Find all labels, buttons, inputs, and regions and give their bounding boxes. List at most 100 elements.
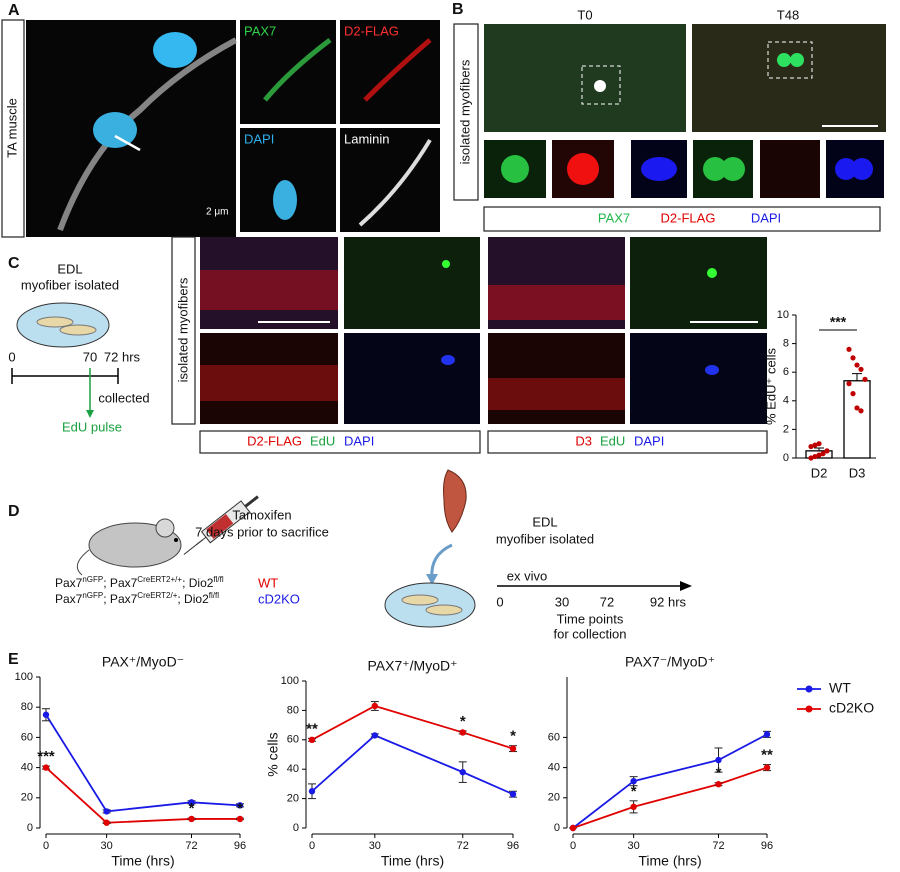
data-point <box>850 391 856 397</box>
genotype-part: ; Dio2 <box>182 576 214 590</box>
significance: * <box>460 713 466 730</box>
timeline-label: 70 <box>83 349 97 364</box>
data-point <box>459 729 466 736</box>
data-point <box>715 781 722 788</box>
legend-label: D3 <box>575 433 592 448</box>
side-label: isolated myofibers <box>175 277 190 382</box>
x-axis-label: Time (hrs) <box>111 853 174 869</box>
data-point <box>103 819 110 826</box>
arrowhead <box>86 410 94 418</box>
data-point <box>812 453 818 460</box>
protocol-text: myofiber isolated <box>21 277 119 292</box>
significance: *** <box>37 748 55 765</box>
genotype-superscript: CreERT2+/+ <box>137 575 182 584</box>
data-point <box>808 443 814 450</box>
series-line <box>572 766 768 829</box>
micrograph <box>340 20 440 124</box>
timepoint-caption: Time points <box>557 611 624 626</box>
fiber-outline <box>57 37 238 232</box>
protocol-text: EDL <box>57 261 82 276</box>
genotype: Pax7nGFP; Pax7CreERT2/+; Dio2fl/fl <box>55 591 219 606</box>
y-tick-label: 0 <box>554 822 560 834</box>
y-tick-label: 80 <box>287 704 299 716</box>
legend-frame <box>483 206 881 232</box>
timeline-label: EdU pulse <box>62 419 122 434</box>
column-label: T0 <box>577 7 592 22</box>
genotype-part: ; Pax7 <box>103 592 137 606</box>
data-point <box>812 442 818 448</box>
data-point <box>236 802 244 809</box>
y-tick-label: 60 <box>287 734 299 746</box>
genotype-superscript: fl/fl <box>213 575 223 584</box>
myofiber <box>36 316 74 328</box>
mouse <box>76 518 182 576</box>
legend-label: DAPI <box>344 433 374 448</box>
y-tick-label: 2 <box>783 423 789 435</box>
data-point <box>715 756 722 764</box>
column-label: T48 <box>777 7 799 22</box>
data-point <box>459 768 466 776</box>
arrow <box>114 134 141 152</box>
chart-title: PAX⁺/MyoD⁻ <box>102 654 184 670</box>
nucleus <box>273 180 297 220</box>
y-tick-label: 60 <box>548 731 560 743</box>
y-tick-label: 20 <box>548 792 560 804</box>
data-point <box>854 405 860 411</box>
x-tick-label: 96 <box>507 840 519 852</box>
data-point <box>816 441 822 447</box>
data-point <box>820 451 826 457</box>
timepoint: 92 hrs <box>650 594 687 609</box>
legend-marker <box>805 705 813 713</box>
micrograph <box>692 24 886 132</box>
y-tick-label: 100 <box>281 675 299 687</box>
data-point <box>371 732 379 739</box>
inset-row <box>484 140 884 198</box>
myofiber <box>401 594 439 606</box>
data-point <box>850 355 856 361</box>
arrowhead <box>680 581 692 591</box>
panel-label: D <box>8 503 20 520</box>
inset-box <box>767 41 813 79</box>
data-point <box>308 736 316 743</box>
side-label: isolated myofibers <box>457 59 472 164</box>
channel-label: Laminin <box>344 131 390 146</box>
legend-label: DAPI <box>634 433 664 448</box>
micrograph <box>340 128 440 232</box>
protocol-text: myofiber isolated <box>496 531 594 546</box>
data-point <box>188 815 195 823</box>
y-tick-label: 0 <box>27 822 33 834</box>
legend-frame <box>199 430 481 454</box>
data-point <box>569 824 577 832</box>
data-point <box>236 815 244 823</box>
y-tick-label: 80 <box>21 701 33 713</box>
inset-box <box>581 65 621 105</box>
data-point <box>862 376 868 382</box>
timepoint: 72 <box>600 594 614 609</box>
x-axis-label: Time (hrs) <box>381 853 444 869</box>
data-point <box>763 731 771 738</box>
significance: * <box>631 783 637 800</box>
side-frame <box>1 19 25 238</box>
injection-text: 7 days prior to sacrifice <box>195 524 329 539</box>
y-tick-label: 6 <box>783 366 789 378</box>
data-point <box>808 455 814 461</box>
genotype-superscript: fl/fl <box>209 591 219 600</box>
data-point <box>763 764 771 771</box>
legend-label: PAX7 <box>598 210 630 225</box>
signal <box>358 138 432 227</box>
x-tick-label: 72 <box>185 840 197 852</box>
timepoint: 30 <box>555 594 569 609</box>
y-tick-label: 40 <box>548 762 560 774</box>
x-tick-label: D2 <box>811 465 828 480</box>
timepoint-caption: for collection <box>554 626 627 641</box>
legend-label: WT <box>829 680 851 696</box>
nucleus <box>777 53 791 67</box>
data-point <box>630 803 637 811</box>
x-tick-label: 96 <box>234 840 246 852</box>
data-point <box>824 448 830 454</box>
data-point <box>509 790 517 798</box>
y-tick-label: 60 <box>21 731 33 743</box>
series-line <box>311 734 514 796</box>
genotype-superscript: nGFP <box>82 575 103 584</box>
genotype-part: Pax7 <box>55 576 83 590</box>
